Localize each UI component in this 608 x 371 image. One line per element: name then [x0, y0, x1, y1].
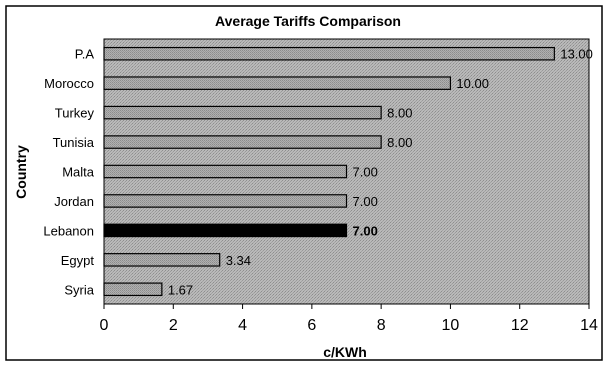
y-axis-label: Country	[13, 145, 29, 199]
data-label: 7.00	[353, 223, 378, 238]
bar-p-a	[103, 46, 555, 61]
data-label: 13.00	[560, 47, 593, 62]
bar-lebanon	[103, 223, 348, 238]
x-tick-label: 6	[307, 317, 316, 334]
category-label: Jordan	[54, 194, 94, 209]
category-label: Malta	[62, 165, 95, 180]
category-label: Morocco	[44, 76, 94, 91]
x-tick-label: 8	[377, 317, 386, 334]
bar-turkey	[103, 105, 382, 120]
x-tick-label: 12	[511, 317, 529, 334]
x-tick-label: 2	[169, 317, 178, 334]
x-axis: 0 2 4 6 8 10 12 14	[100, 304, 598, 334]
category-label: Syria	[64, 282, 94, 297]
x-tick-label: 14	[580, 317, 598, 334]
bar-morocco	[103, 76, 452, 90]
data-label: 8.00	[387, 106, 412, 121]
x-tick-label: 0	[100, 317, 109, 334]
bar-egypt	[103, 253, 221, 267]
data-label: 7.00	[353, 165, 378, 180]
data-label: 10.00	[456, 76, 489, 91]
bar-tunisia	[103, 135, 382, 149]
category-label: Lebanon	[43, 223, 94, 238]
category-label: Turkey	[55, 106, 95, 121]
category-label: Tunisia	[53, 135, 95, 150]
category-label: P.A	[75, 47, 95, 62]
x-tick-label: 4	[238, 317, 247, 334]
data-label: 1.67	[168, 282, 193, 297]
x-tick-label: 10	[442, 317, 460, 334]
chart-title: Average Tariffs Comparison	[215, 13, 401, 29]
data-label: 7.00	[353, 194, 378, 209]
x-axis-label: c/KWh	[323, 344, 367, 360]
bar-syria	[103, 282, 163, 297]
category-label: Egypt	[61, 253, 95, 268]
category-labels: P.A Morocco Turkey Tunisia Malta Jordan Lebano…	[43, 47, 94, 298]
data-label: 8.00	[387, 135, 412, 150]
bar-malta	[103, 164, 348, 179]
data-labels: 13.00 10.00 8.00 8.00 7.00 7.00 7.00 3.34 1.67	[168, 47, 593, 298]
data-label: 3.34	[226, 253, 251, 268]
bar-jordan	[103, 194, 348, 208]
bars-layer	[103, 46, 555, 297]
